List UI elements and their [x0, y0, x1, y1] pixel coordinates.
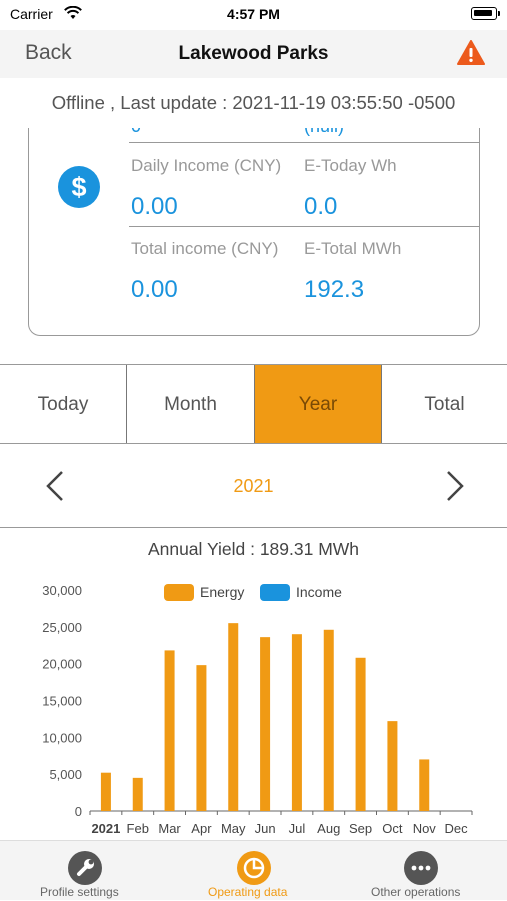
- battery-icon: [471, 7, 500, 20]
- chevron-right-icon[interactable]: [440, 466, 470, 506]
- bar: [228, 623, 239, 811]
- bar: [196, 665, 207, 811]
- y-tick-label: 15,000: [42, 694, 82, 709]
- tab-other-operations[interactable]: Other operations: [340, 841, 507, 901]
- x-tick-label: Jun: [255, 821, 276, 836]
- year-selector: 2021: [0, 444, 507, 528]
- e-today-value: 0.0: [304, 193, 338, 220]
- tab-month[interactable]: Month: [126, 365, 254, 443]
- status-bar: Carrier 4:57 PM: [0, 0, 507, 30]
- pie-chart-icon: [237, 851, 271, 885]
- y-tick-label: 5,000: [49, 767, 82, 782]
- bar: [387, 721, 398, 811]
- tab-label: Operating data: [208, 885, 288, 899]
- e-total-label: E-Total MWh: [304, 239, 402, 258]
- selected-year: 2021: [233, 476, 274, 496]
- e-today-label: E-Today Wh: [304, 156, 397, 175]
- x-tick-label: Oct: [382, 821, 403, 836]
- total-income-label: Total income (CNY): [131, 239, 279, 258]
- x-tick-label: Mar: [158, 821, 181, 836]
- x-tick-label: Sep: [349, 821, 372, 836]
- dollar-icon: $: [58, 166, 100, 208]
- y-tick-label: 10,000: [42, 730, 82, 745]
- y-tick-label: 20,000: [42, 657, 82, 672]
- bar: [164, 650, 175, 811]
- y-tick-label: 0: [75, 804, 82, 819]
- page-title: Lakewood Parks: [178, 43, 329, 64]
- bar: [355, 657, 366, 811]
- annual-yield-chart: 0 5,000 10,000 15,000 20,000 25,000 30,000 2021…: [42, 583, 473, 836]
- carrier-label: Carrier: [10, 6, 53, 22]
- y-tick-label: 25,000: [42, 620, 82, 635]
- partial-value-left: 0: [131, 128, 141, 137]
- tab-total[interactable]: Total: [381, 365, 507, 443]
- e-total-value: 192.3: [304, 276, 365, 303]
- divider: [129, 226, 479, 227]
- x-tick-label: Apr: [191, 821, 212, 836]
- warning-icon[interactable]: [457, 40, 485, 66]
- wrench-icon: [68, 851, 102, 885]
- bottom-tab-bar: Profile settings Operating data Other op…: [0, 840, 507, 900]
- bar: [132, 777, 143, 811]
- bar: [419, 759, 430, 811]
- tab-operating-data[interactable]: Operating data: [170, 841, 340, 901]
- y-tick-label: 30,000: [42, 583, 82, 598]
- x-tick-label: Nov: [413, 821, 437, 836]
- x-tick-label: 2021: [91, 821, 120, 836]
- legend-label: Income: [296, 584, 342, 600]
- partial-value-right: (null): [304, 128, 344, 137]
- tab-year[interactable]: Year: [254, 365, 381, 443]
- tab-profile-settings[interactable]: Profile settings: [0, 841, 170, 901]
- summary-card: 0 (null) $ Daily Income (CNY) E-Today Wh…: [28, 128, 480, 336]
- more-icon: [404, 851, 438, 885]
- offline-status: Offline , Last update : 2021-11-19 03:55…: [51, 92, 456, 113]
- annual-yield: Annual Yield : 189.31 MWh: [147, 539, 360, 559]
- tab-today[interactable]: Today: [37, 394, 89, 415]
- legend-label: Energy: [200, 584, 244, 600]
- tab-label: Profile settings: [40, 885, 119, 899]
- daily-income-label: Daily Income (CNY): [131, 156, 282, 175]
- x-tick-label: Jul: [289, 821, 306, 836]
- clock: 4:57 PM: [227, 6, 280, 22]
- tab-label: Other operations: [371, 885, 461, 899]
- x-tick-label: May: [221, 821, 246, 836]
- legend-swatch: [164, 584, 194, 601]
- daily-income-value: 0.00: [131, 193, 178, 220]
- bar: [260, 637, 271, 811]
- bar: [100, 772, 111, 811]
- total-income-value: 0.00: [131, 276, 178, 303]
- wifi-icon: [64, 6, 82, 19]
- x-tick-label: Feb: [127, 821, 149, 836]
- chevron-left-icon[interactable]: [40, 466, 70, 506]
- back-button[interactable]: Back: [25, 41, 72, 64]
- legend-swatch: [260, 584, 290, 601]
- x-tick-label: Dec: [445, 821, 469, 836]
- bar: [291, 634, 302, 811]
- navigation-bar: Back Lakewood Parks: [0, 30, 507, 78]
- divider: [129, 142, 479, 143]
- bar: [323, 629, 334, 811]
- x-tick-label: Aug: [317, 821, 340, 836]
- period-tabs: Today Month Year Total: [0, 364, 507, 444]
